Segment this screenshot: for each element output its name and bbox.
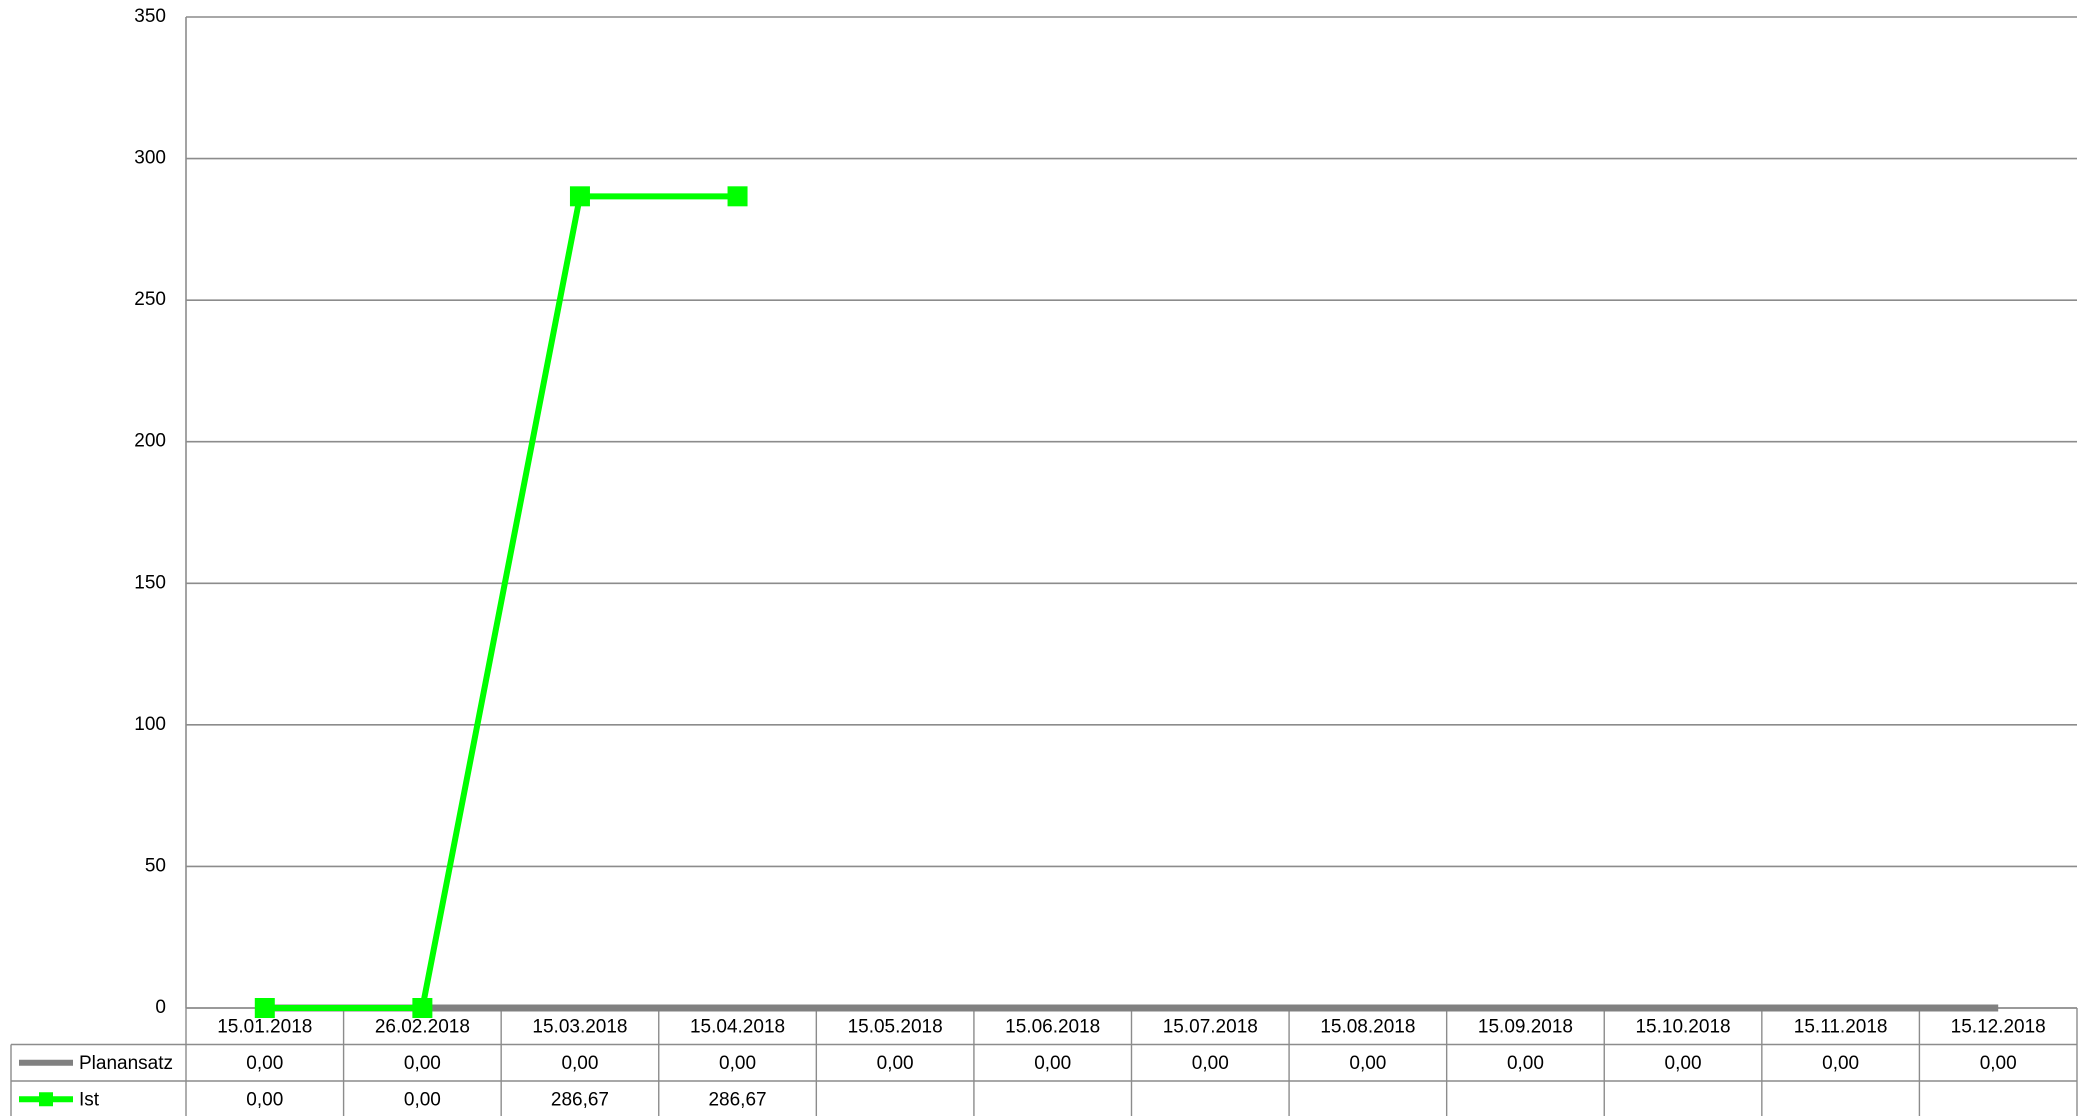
data-label: 286,67 [551, 1089, 609, 1110]
x-tick-label: 15.04.2018 [690, 1016, 785, 1037]
x-tick-label: 15.07.2018 [1163, 1016, 1258, 1037]
data-label: 0,00 [1034, 1053, 1071, 1074]
y-tick-label: 50 [145, 855, 166, 876]
data-label: 286,67 [708, 1089, 766, 1110]
data-label: 0,00 [719, 1053, 756, 1074]
legend-marker [39, 1092, 53, 1107]
y-tick-label: 350 [134, 6, 166, 27]
y-tick-label: 0 [155, 997, 166, 1018]
data-label: 0,00 [246, 1089, 283, 1110]
marker [412, 998, 433, 1018]
marker [254, 998, 275, 1018]
x-tick-label: 15.12.2018 [1951, 1016, 2046, 1037]
y-tick-label: 100 [134, 714, 166, 735]
x-tick-label: 15.01.2018 [217, 1016, 312, 1037]
data-label: 0,00 [1507, 1053, 1544, 1074]
x-tick-label: 15.06.2018 [1005, 1016, 1100, 1037]
series-line [264, 193, 738, 1011]
data-label: 0,00 [404, 1089, 441, 1110]
marker [727, 186, 748, 207]
data-label: 0,00 [404, 1053, 441, 1074]
data-label: 0,00 [1822, 1053, 1859, 1074]
data-label: 0,00 [877, 1053, 914, 1074]
x-tick-label: 15.09.2018 [1478, 1016, 1573, 1037]
data-label: 0,00 [561, 1053, 598, 1074]
legend-label: Planansatz [79, 1053, 173, 1074]
x-tick-label: 15.10.2018 [1635, 1016, 1730, 1037]
y-tick-label: 300 [134, 148, 166, 169]
data-label: 0,00 [1665, 1053, 1702, 1074]
x-tick-label: 15.05.2018 [848, 1016, 943, 1037]
y-tick-label: 250 [134, 289, 166, 310]
legend-label: Ist [79, 1089, 100, 1110]
data-label: 0,00 [246, 1053, 283, 1074]
x-tick-label: 15.11.2018 [1794, 1016, 1888, 1037]
marker [569, 186, 590, 207]
data-label: 0,00 [1192, 1053, 1229, 1074]
x-tick-label: 15.08.2018 [1320, 1016, 1415, 1037]
y-tick-label: 150 [134, 572, 166, 593]
y-tick-label: 200 [134, 431, 166, 452]
x-tick-label: 15.03.2018 [532, 1016, 627, 1037]
data-label: 0,00 [1349, 1053, 1386, 1074]
x-tick-label: 26.02.2018 [375, 1016, 470, 1037]
data-label: 0,00 [1980, 1053, 2017, 1074]
